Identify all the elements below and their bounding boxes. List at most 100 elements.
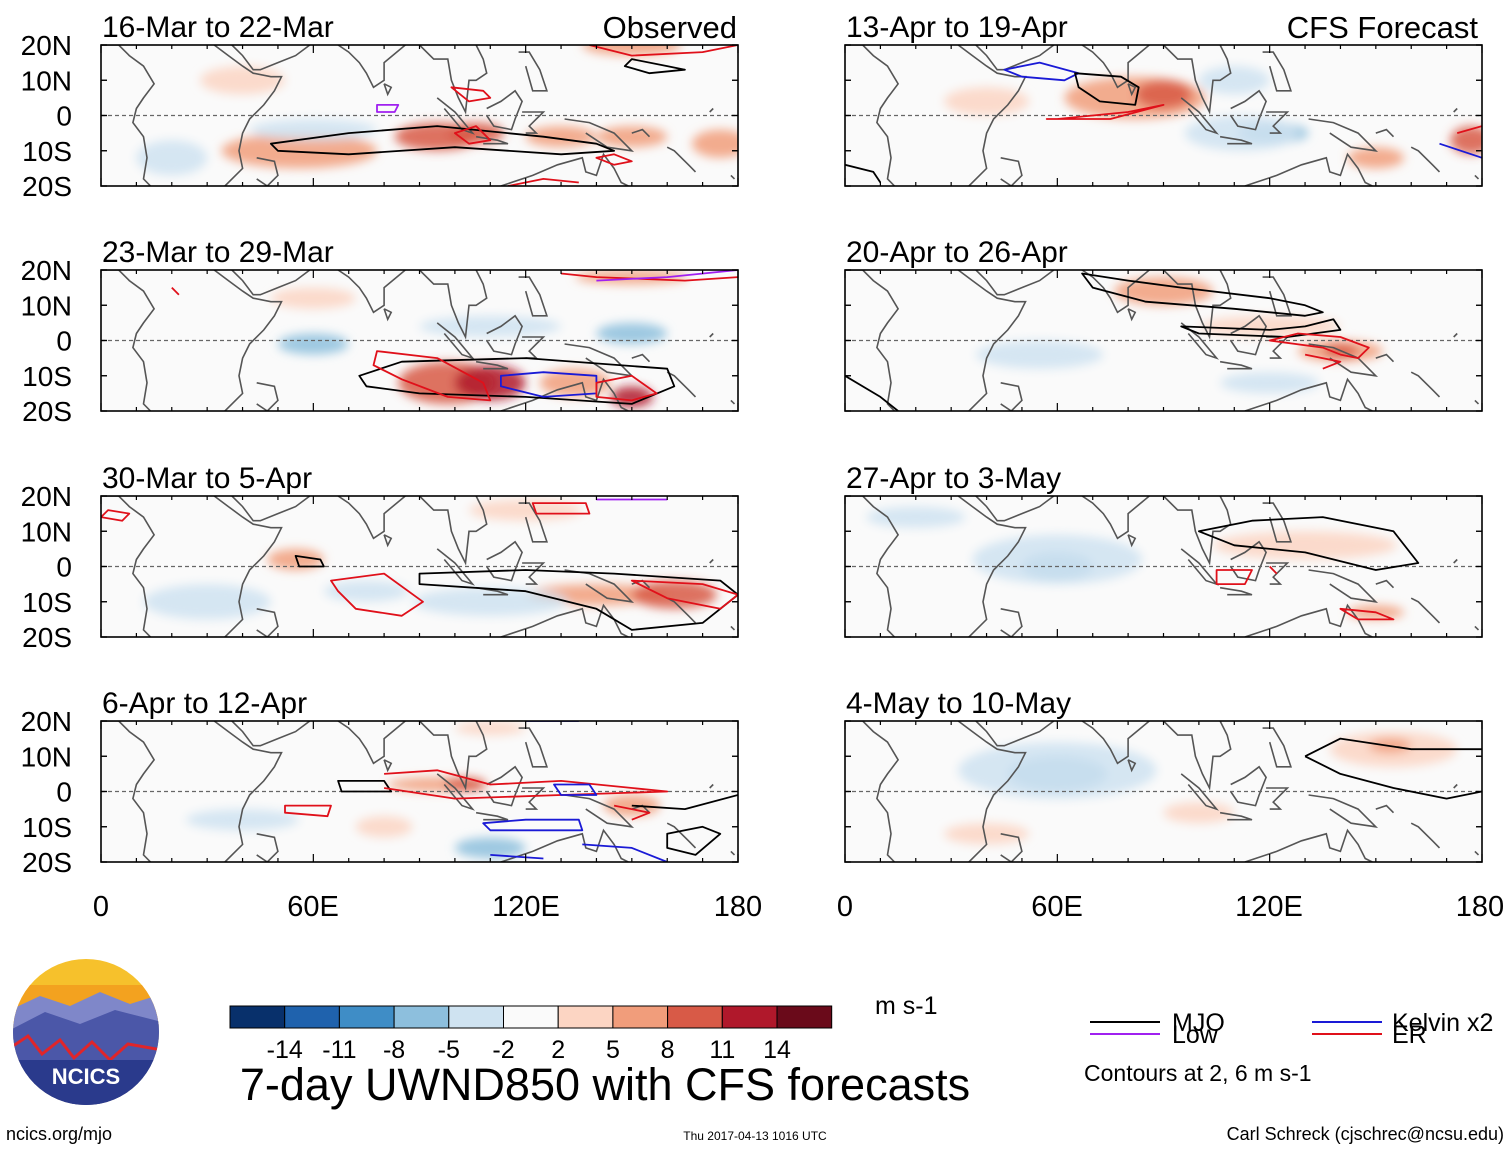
coastline — [709, 783, 714, 789]
anomaly-blob — [866, 506, 966, 528]
y-tick-label: 10N — [21, 65, 72, 96]
coastline — [975, 496, 1055, 522]
y-tick-label: 10S — [22, 587, 72, 618]
coastline — [231, 496, 311, 522]
colorbar-swatch — [612, 1005, 669, 1029]
colorbar-label: -14 — [267, 1036, 303, 1064]
colorbar-swatch — [503, 1005, 559, 1029]
x-tick-label: 0 — [837, 891, 853, 923]
coastline — [1375, 804, 1395, 814]
column-label-forecast: CFS Forecast — [1287, 10, 1479, 45]
contour-line — [589, 45, 738, 57]
colorbar-swatch — [393, 1005, 450, 1029]
panel-content — [101, 45, 738, 186]
wave-contours — [845, 272, 1370, 411]
y-tick-label: 10S — [22, 361, 72, 392]
coastline — [518, 276, 549, 317]
coastline — [1266, 787, 1290, 810]
coastline — [500, 828, 629, 862]
coastline — [486, 540, 523, 582]
coastline — [666, 822, 697, 849]
coastline — [1000, 382, 1023, 411]
legend-label-kelvin: Kelvin x2 — [1392, 1009, 1493, 1037]
contour-line — [595, 153, 633, 166]
anomaly-blob — [323, 580, 409, 602]
coastlines — [845, 496, 1480, 637]
coastline — [1474, 625, 1480, 631]
contour-line — [553, 783, 598, 796]
y-tick-label: 20S — [22, 847, 72, 878]
map-panel: 16-Mar to 22-Mar 20N 10N 0 10S 20S — [21, 11, 739, 202]
coastline — [256, 382, 279, 411]
contour-note: Contours at 2, 6 m s-1 — [1084, 1060, 1312, 1086]
x-tick-label: 120E — [1235, 891, 1303, 923]
coastline — [1162, 45, 1232, 115]
anomaly-blob — [582, 45, 682, 56]
wave-contours — [1304, 737, 1482, 800]
coastline — [101, 721, 156, 862]
coastline — [1180, 773, 1220, 811]
anomaly-blob — [267, 548, 324, 571]
anomaly-blob — [1198, 66, 1270, 95]
panel-content — [845, 496, 1482, 637]
coastline — [1081, 721, 1150, 765]
panel-period-title: 20-Apr to 26-Apr — [846, 236, 1068, 269]
coastline — [709, 332, 714, 338]
anomaly-blob — [185, 809, 300, 831]
coastline — [1219, 811, 1253, 821]
coastline — [1453, 107, 1458, 113]
contour-line — [582, 843, 668, 862]
contour-line — [450, 86, 492, 103]
contour-line — [1045, 104, 1165, 120]
contour-line — [330, 572, 424, 617]
coastline — [256, 833, 279, 862]
contour-line — [1268, 332, 1370, 359]
coastline — [213, 496, 283, 637]
coastline — [486, 89, 523, 131]
y-tick-label: 10N — [21, 741, 72, 772]
panel-period-title: 4-May to 10-May — [846, 687, 1071, 720]
coastline — [486, 765, 523, 807]
column-label-observed: Observed — [603, 10, 737, 45]
wave-contours — [284, 721, 738, 862]
coastline — [666, 146, 697, 173]
y-tick-label: 20S — [22, 396, 72, 427]
coastline — [957, 270, 1027, 411]
coastlines — [845, 270, 1480, 411]
coastlines — [845, 721, 1480, 862]
x-tick-label: 60E — [287, 891, 339, 923]
anomaly-blob — [692, 129, 738, 158]
website-link[interactable]: ncics.org/mjo — [6, 1124, 112, 1144]
coastline — [256, 608, 279, 637]
colorbar-label: 5 — [606, 1036, 620, 1064]
coastline — [101, 45, 156, 186]
coastline — [1453, 332, 1458, 338]
panel-content — [101, 721, 738, 862]
coastline — [383, 534, 393, 548]
coastline — [101, 496, 156, 637]
coastlines — [101, 721, 736, 862]
x-axis-right: 0 60E 120E 180 — [837, 891, 1504, 923]
anomaly-blob — [136, 140, 208, 176]
colorbar-swatch — [229, 1005, 286, 1029]
coastline — [1180, 97, 1220, 135]
coastline — [631, 128, 651, 138]
coastline — [383, 83, 393, 97]
y-tick-label: 0 — [56, 777, 72, 808]
anomaly-blob — [1163, 802, 1235, 824]
coastline — [231, 45, 311, 71]
anomaly-blob — [200, 66, 286, 95]
coastline — [1081, 45, 1150, 89]
coastline — [1081, 496, 1150, 540]
contour-line — [845, 375, 899, 411]
colorbar-label: -8 — [383, 1036, 405, 1064]
coastline — [845, 270, 900, 411]
coastline — [709, 558, 714, 564]
contour-line — [666, 825, 722, 856]
coastline — [1244, 828, 1373, 862]
coastline — [475, 360, 509, 370]
coastline — [1127, 83, 1137, 97]
chart-title: 7-day UWND850 with CFS forecasts — [240, 1059, 970, 1110]
panel-content — [845, 270, 1482, 411]
coastline — [231, 270, 311, 296]
